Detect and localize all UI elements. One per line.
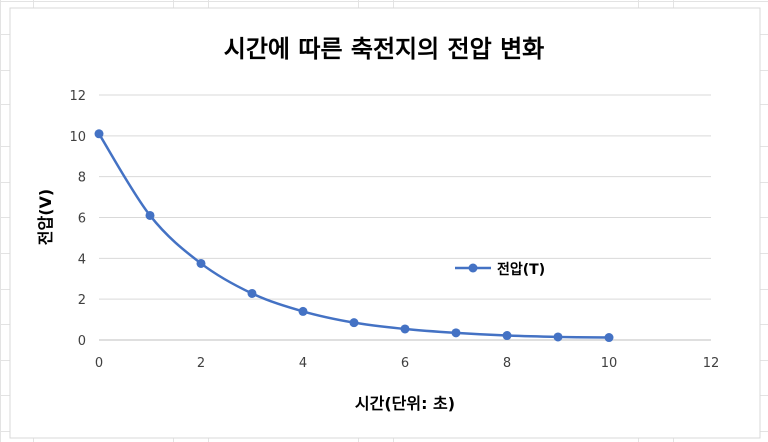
data-point[interactable] xyxy=(502,331,512,341)
x-tick-label: 8 xyxy=(503,356,511,371)
y-tick-label: 2 xyxy=(78,293,86,308)
legend[interactable]: 전압(T) xyxy=(455,261,545,278)
legend-label: 전압(T) xyxy=(497,261,545,278)
data-point[interactable] xyxy=(145,210,155,220)
y-tick-label: 4 xyxy=(78,252,86,267)
data-point[interactable] xyxy=(604,333,614,343)
gridlines xyxy=(99,94,711,300)
data-point[interactable] xyxy=(94,129,104,139)
data-point[interactable] xyxy=(298,306,308,316)
x-tick-label: 10 xyxy=(601,356,618,371)
y-axis-title: 전압(V) xyxy=(36,189,55,245)
data-point[interactable] xyxy=(349,318,359,328)
x-tick-label: 4 xyxy=(299,356,307,371)
x-tick-label: 0 xyxy=(95,356,103,371)
series-group xyxy=(94,129,614,343)
x-tick-label: 2 xyxy=(197,356,205,371)
x-tick-label: 12 xyxy=(703,356,720,371)
y-axis-ticks: 0 2 4 6 8 10 12 xyxy=(69,89,86,349)
x-axis-title: 시간(단위: 초) xyxy=(355,394,455,413)
x-axis-ticks: 0 2 4 6 8 10 12 xyxy=(95,356,719,371)
y-tick-label: 12 xyxy=(69,89,86,104)
y-tick-label: 0 xyxy=(78,334,86,349)
data-point[interactable] xyxy=(196,258,206,268)
chart-area xyxy=(9,7,761,439)
legend-marker xyxy=(468,263,478,273)
y-tick-label: 6 xyxy=(78,212,86,227)
data-point[interactable] xyxy=(451,328,461,338)
data-point[interactable] xyxy=(553,332,563,342)
y-tick-label: 10 xyxy=(69,130,86,145)
data-point[interactable] xyxy=(400,324,410,334)
y-tick-label: 8 xyxy=(78,171,86,186)
chart-title: 시간에 따른 축전지의 전압 변화 xyxy=(224,35,544,63)
data-point[interactable] xyxy=(247,288,257,298)
x-tick-label: 6 xyxy=(401,356,409,371)
